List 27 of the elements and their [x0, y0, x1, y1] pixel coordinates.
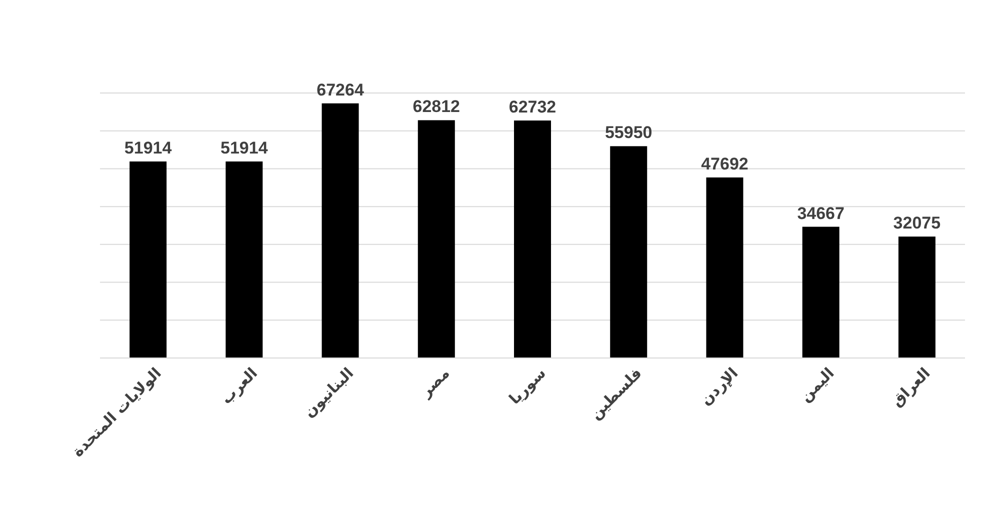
data-label: 67264: [316, 80, 364, 100]
bar: [130, 161, 167, 358]
data-label: 62812: [412, 97, 460, 116]
x-tick-label: البنانيون: [300, 364, 358, 422]
x-tick-label: الإردن: [696, 364, 742, 409]
x-tick-label: فلسطين: [586, 364, 646, 424]
bar: [418, 120, 455, 358]
bar: [514, 120, 551, 358]
data-label: 32075: [893, 214, 941, 233]
x-tick-label: مصر: [416, 364, 454, 402]
bar: [322, 103, 359, 358]
data-label: 47692: [701, 154, 748, 174]
bar: [898, 236, 936, 358]
x-tick-label: العراق: [888, 364, 934, 410]
data-label: 51914: [220, 138, 268, 158]
x-tick-label: الولايات المتحدة: [68, 364, 165, 460]
bar: [706, 177, 744, 358]
x-tick-label: اليمن: [796, 364, 838, 406]
data-label: 34667: [797, 204, 844, 223]
x-tick-label: سوريا: [505, 364, 550, 408]
x-tick-label: العرب: [217, 364, 261, 408]
data-label: 51914: [124, 138, 172, 158]
bar: [610, 146, 648, 358]
data-label: 62732: [508, 98, 556, 117]
bar: [226, 161, 263, 358]
data-label: 55950: [604, 123, 652, 142]
bar: [802, 226, 840, 358]
